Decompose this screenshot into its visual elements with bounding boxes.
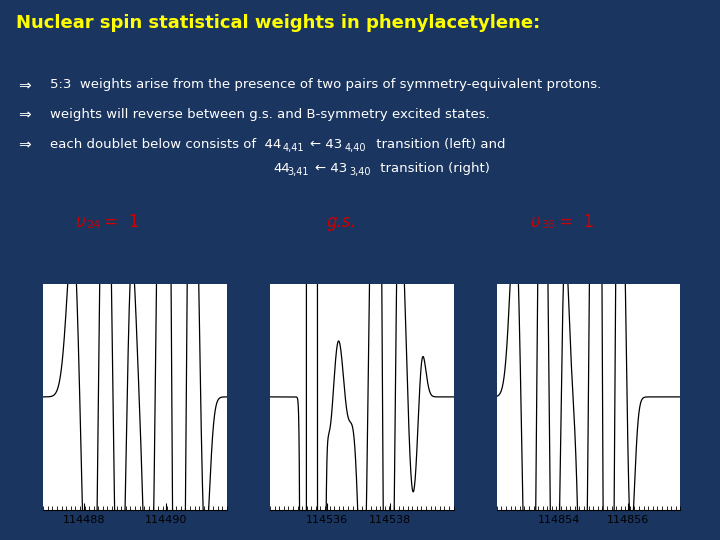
Text: ⇒: ⇒ xyxy=(18,108,31,123)
Text: 5:3  weights arise from the presence of two pairs of symmetry-equivalent protons: 5:3 weights arise from the presence of t… xyxy=(50,78,602,91)
Text: υ: υ xyxy=(531,213,540,231)
Text: ⇒: ⇒ xyxy=(18,138,31,153)
Text: 4,40: 4,40 xyxy=(344,143,366,153)
Text: 4,41: 4,41 xyxy=(283,143,305,153)
Text: transition (right): transition (right) xyxy=(376,162,490,175)
Text: υ: υ xyxy=(76,213,85,231)
Text: 3,40: 3,40 xyxy=(348,167,370,178)
Text: Nuclear spin statistical weights in phenylacetylene:: Nuclear spin statistical weights in phen… xyxy=(16,14,540,31)
Text: each doublet below consists of  44: each doublet below consists of 44 xyxy=(50,138,282,151)
Text: weights will reverse between g.s. and B-symmetry excited states.: weights will reverse between g.s. and B-… xyxy=(50,108,490,121)
Text: ← 43: ← 43 xyxy=(315,162,347,175)
Text: 3,41: 3,41 xyxy=(287,167,309,178)
Text: ⇒: ⇒ xyxy=(18,78,31,93)
Text: transition (left) and: transition (left) and xyxy=(372,138,505,151)
Text: =  1: = 1 xyxy=(99,213,139,231)
Text: g.s.: g.s. xyxy=(326,213,356,231)
Text: 24: 24 xyxy=(86,220,101,230)
Text: 44: 44 xyxy=(274,162,290,175)
Text: 36: 36 xyxy=(541,220,555,230)
Text: ← 43: ← 43 xyxy=(310,138,343,151)
Text: =  1: = 1 xyxy=(554,213,594,231)
